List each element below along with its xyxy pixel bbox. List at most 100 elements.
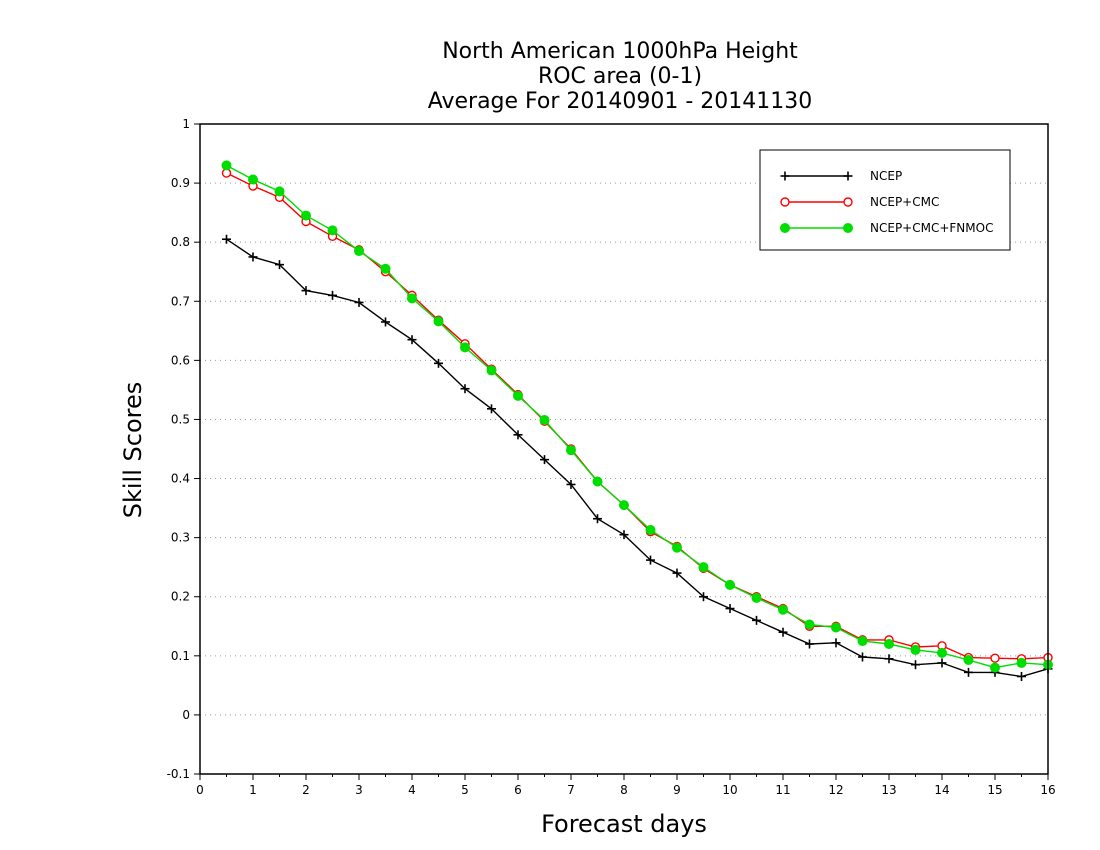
legend-box bbox=[759, 149, 1011, 251]
x-tick-label: 3 bbox=[355, 783, 363, 797]
y-tick-label: -0.1 bbox=[167, 767, 190, 781]
data-point-ncep-cmc-fnmoc bbox=[831, 622, 841, 633]
data-point-ncep-cmc-fnmoc bbox=[990, 662, 1000, 673]
data-point-ncep bbox=[937, 658, 947, 668]
legend-label-ncep-cmc-fnmoc: NCEP+CMC+FNMOC bbox=[870, 221, 993, 235]
legend-swatch-marker bbox=[780, 171, 790, 181]
y-tick-label: 0.3 bbox=[171, 531, 190, 545]
y-tick-label: 0.6 bbox=[171, 353, 190, 367]
legend-swatch-marker bbox=[843, 223, 853, 233]
y-tick-label: 0.2 bbox=[171, 590, 190, 604]
data-point-ncep-cmc-fnmoc bbox=[910, 644, 921, 655]
data-point-ncep bbox=[381, 317, 390, 327]
data-point-ncep-cmc-fnmoc bbox=[857, 636, 868, 647]
data-point-ncep-cmc-fnmoc bbox=[380, 263, 391, 274]
data-point-ncep-cmc-fnmoc bbox=[327, 225, 338, 236]
data-point-ncep bbox=[778, 627, 788, 637]
x-tick-label: 8 bbox=[620, 783, 628, 797]
data-point-ncep-cmc-fnmoc bbox=[1016, 657, 1027, 668]
y-tick-label: 0.7 bbox=[171, 294, 190, 308]
plot-frame bbox=[199, 123, 1049, 775]
ticks: -0.100.10.20.30.40.50.60.70.80.910 1 2 3 4 5 6… bbox=[167, 117, 1056, 797]
series-line-ncep bbox=[226, 238, 1049, 678]
data-point-ncep bbox=[566, 479, 576, 489]
data-point-ncep-cmc-fnmoc bbox=[672, 542, 682, 553]
data-point-ncep-cmc-fnmoc bbox=[751, 592, 762, 603]
legend-swatch-marker bbox=[843, 197, 853, 207]
legend-entry-ncep-cmc-fnmoc: NCEP+CMC+FNMOC bbox=[780, 221, 993, 235]
data-point-ncep bbox=[407, 335, 417, 345]
data-point-ncep bbox=[460, 384, 470, 394]
data-point-ncep-cmc-fnmoc bbox=[698, 562, 709, 573]
x-tick-label: 4 bbox=[408, 783, 416, 797]
data-point-ncep bbox=[884, 654, 894, 664]
data-point-ncep-cmc-fnmoc bbox=[937, 647, 947, 658]
data-point-ncep-cmc-fnmoc bbox=[725, 579, 735, 590]
data-point-ncep-cmc-fnmoc bbox=[884, 639, 894, 649]
data-point-ncep-cmc-fnmoc bbox=[486, 365, 497, 376]
x-tick-label: 16 bbox=[1040, 783, 1055, 797]
legend: NCEP NCEP+CMC NCEP+CMC+FNMOC bbox=[759, 149, 1011, 251]
y-tick-label: 1 bbox=[182, 117, 190, 131]
x-tick-label: 6 bbox=[514, 783, 522, 797]
x-axis-title: Forecast days bbox=[541, 810, 707, 838]
data-point-ncep bbox=[752, 615, 761, 625]
data-point-ncep bbox=[540, 455, 549, 465]
data-point-ncep bbox=[672, 568, 682, 578]
data-point-ncep bbox=[646, 555, 655, 565]
data-point-ncep bbox=[805, 639, 814, 649]
x-tick-label: 0 bbox=[196, 783, 204, 797]
data-point-ncep bbox=[434, 358, 443, 368]
data-point-ncep-cmc-fnmoc bbox=[619, 500, 629, 511]
y-tick-label: 0.1 bbox=[171, 649, 190, 663]
chart-title-line-3: Average For 20140901 - 20141130 bbox=[428, 89, 813, 114]
data-point-ncep-cmc-fnmoc bbox=[407, 293, 417, 304]
data-point-ncep-cmc-fnmoc bbox=[513, 390, 523, 401]
data-point-ncep-cmc-fnmoc bbox=[778, 604, 788, 615]
x-tick-label: 7 bbox=[567, 783, 575, 797]
legend-label-ncep-cmc: NCEP+CMC bbox=[870, 195, 939, 209]
x-tick-label: 14 bbox=[934, 783, 949, 797]
data-point-ncep bbox=[222, 234, 231, 244]
data-point-ncep-cmc-fnmoc bbox=[274, 186, 285, 197]
data-point-ncep-cmc-fnmoc bbox=[963, 654, 974, 665]
data-point-ncep bbox=[275, 260, 284, 270]
x-tick-label: 9 bbox=[673, 783, 681, 797]
legend-label-ncep: NCEP bbox=[870, 169, 902, 183]
series-group bbox=[221, 160, 1053, 681]
data-point-ncep bbox=[328, 290, 337, 300]
data-point-ncep bbox=[593, 514, 602, 524]
data-point-ncep-cmc-fnmoc bbox=[354, 246, 364, 257]
data-point-ncep-cmc-fnmoc bbox=[566, 445, 576, 456]
data-point-ncep bbox=[619, 530, 629, 540]
data-point-ncep-cmc-fnmoc bbox=[592, 476, 603, 487]
legend-entry-ncep-cmc: NCEP+CMC bbox=[780, 195, 939, 209]
data-point-ncep bbox=[248, 252, 258, 262]
data-point-ncep bbox=[354, 297, 364, 307]
data-point-ncep-cmc-fnmoc bbox=[301, 210, 311, 221]
legend-entry-ncep: NCEP bbox=[780, 169, 902, 183]
data-point-ncep-cmc-fnmoc bbox=[248, 174, 258, 185]
y-tick-label: 0.8 bbox=[171, 235, 190, 249]
data-point-ncep bbox=[911, 660, 920, 670]
data-point-ncep bbox=[964, 667, 973, 677]
y-tick-label: 0.5 bbox=[171, 412, 190, 426]
legend-swatch-marker bbox=[843, 171, 853, 181]
y-tick-label: 0.9 bbox=[171, 176, 190, 190]
x-tick-label: 15 bbox=[987, 783, 1002, 797]
x-tick-label: 1 bbox=[249, 783, 257, 797]
x-tick-label: 13 bbox=[881, 783, 896, 797]
chart-title-line-1: North American 1000hPa Height bbox=[442, 39, 798, 64]
data-point-ncep bbox=[858, 652, 867, 662]
x-tick-label: 2 bbox=[302, 783, 310, 797]
chart-title-line-2: ROC area (0-1) bbox=[538, 64, 702, 89]
x-tick-label: 5 bbox=[461, 783, 469, 797]
data-point-ncep-cmc-fnmoc bbox=[460, 342, 470, 353]
data-point-ncep-cmc-fnmoc bbox=[539, 415, 550, 426]
data-point-ncep bbox=[1017, 672, 1026, 681]
data-point-ncep bbox=[513, 430, 523, 440]
data-point-ncep-cmc-fnmoc bbox=[433, 316, 444, 327]
legend-swatch-marker bbox=[780, 197, 790, 207]
